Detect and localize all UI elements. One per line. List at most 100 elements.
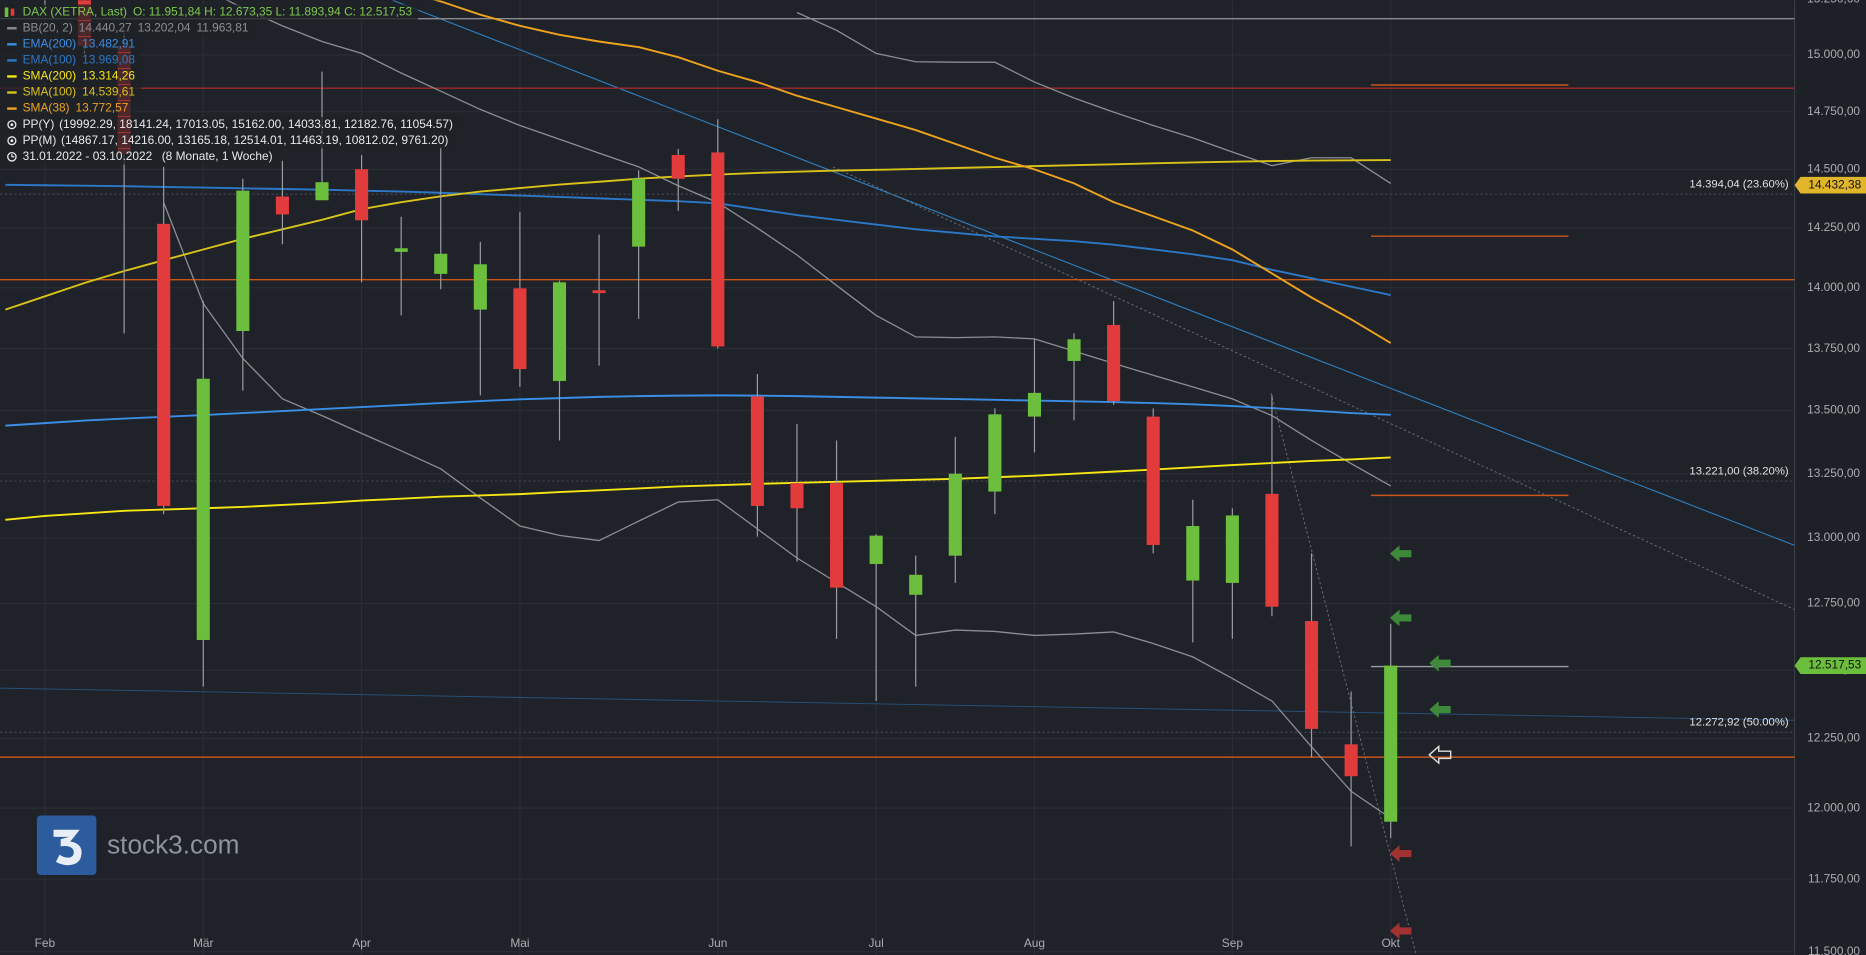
candle-body — [1225, 515, 1239, 583]
legend-value: 13.969,08 — [82, 53, 135, 67]
y-tick-label: 12.000,00 — [1807, 800, 1860, 814]
legend-icon — [10, 123, 14, 127]
candle-body — [592, 290, 606, 294]
candle-body — [236, 190, 250, 332]
candle-body — [1107, 324, 1121, 402]
legend-value: 14.539,61 — [82, 85, 135, 99]
y-tick-label: 13.000,00 — [1807, 530, 1860, 544]
legend-row-bg — [0, 100, 135, 117]
legend-label: EMA(100) — [23, 53, 77, 67]
signal-arrow — [1389, 545, 1412, 562]
signal-arrow — [1429, 654, 1451, 672]
legend-row-bg — [0, 4, 419, 20]
legend-icon — [7, 120, 17, 130]
range-label: 31.01.2022 - 03.10.2022 — [23, 149, 153, 163]
x-tick-label: Jun — [708, 936, 727, 950]
legend-row-bg — [0, 52, 141, 69]
candle-body — [948, 473, 962, 556]
candle-body — [552, 282, 567, 381]
legend-icon — [4, 7, 9, 17]
candle-body — [869, 535, 883, 565]
legend-row-bg — [0, 36, 141, 53]
price-tag — [1794, 176, 1866, 194]
candle-body — [473, 264, 487, 310]
signal-arrow — [1428, 744, 1452, 765]
signal-arrow — [1389, 609, 1412, 627]
candle-body — [394, 248, 408, 252]
y-tick-label: 11.500,00 — [1808, 944, 1860, 955]
y-tick-label: 13.250,00 — [1807, 466, 1860, 480]
legend-label: EMA(200) — [23, 36, 77, 50]
indicator-line — [433, 0, 1392, 344]
grid — [0, 0, 1795, 955]
pivot-values: (14867.17, 14216.00, 13165.18, 12514.01,… — [61, 133, 448, 147]
fib-label: 13.221,00 (38.20%) — [1689, 466, 1788, 478]
x-tick-label: Mär — [193, 936, 214, 950]
candle-body — [434, 253, 448, 274]
legend-row-bg — [0, 20, 255, 36]
legend-value: 13.314,26 — [82, 69, 135, 83]
candle-body — [1265, 493, 1279, 607]
legend-row-bg — [0, 84, 141, 101]
legend-label: SMA(100) — [23, 85, 77, 99]
candle-body — [1067, 339, 1081, 361]
candle-body — [711, 152, 725, 347]
legend-icon — [10, 139, 14, 143]
candle-body — [196, 378, 210, 640]
candle-body — [790, 483, 804, 509]
signal-arrow — [1389, 922, 1412, 940]
signal-arrow — [1429, 701, 1451, 718]
price-tag-label: 14.432,38 — [1808, 177, 1861, 191]
candle-body — [157, 223, 171, 506]
candle-body — [632, 178, 646, 247]
indicator-line — [5, 159, 1391, 311]
candle-body — [1384, 665, 1398, 822]
trend-line — [832, 166, 1795, 611]
logo-glyph — [53, 829, 82, 866]
candle-body — [315, 182, 329, 201]
price-tag — [1794, 657, 1866, 674]
signal-arrow — [1389, 845, 1412, 862]
legend-label: BB(20, 2) — [23, 20, 73, 34]
indicator-line — [5, 394, 1391, 427]
y-tick-label: 14.750,00 — [1807, 104, 1860, 118]
legend-icon — [10, 8, 15, 16]
candle-body — [671, 154, 685, 179]
indicator-line — [5, 183, 1391, 297]
x-tick-label: Mai — [510, 936, 529, 950]
x-tick-label: Jul — [869, 936, 884, 950]
legend-label: SMA(200) — [23, 69, 77, 83]
fib-label: 12.272,92 (50.00%) — [1689, 717, 1788, 729]
candle-body — [830, 483, 844, 588]
chart-title: DAX (XETRA, Last) — [23, 4, 127, 18]
candle-body — [1146, 416, 1160, 545]
candle-body — [909, 574, 923, 595]
legend-icon — [7, 151, 17, 162]
legend-value: 13.482,91 — [82, 36, 135, 50]
legend-icon — [11, 154, 15, 158]
pivot-values: (19992.29, 18141.24, 17013.05, 15162.00,… — [59, 117, 453, 131]
trend-line — [1270, 392, 1417, 955]
legend-icon — [7, 136, 17, 146]
legend-row-bg — [0, 132, 455, 149]
candle-body — [1304, 621, 1319, 729]
trend-line — [0, 687, 1795, 721]
y-tick-label: 15.250,00 — [1807, 0, 1860, 5]
y-tick-label: 14.500,00 — [1807, 162, 1860, 176]
legend-value: 11.963,81 — [197, 20, 249, 34]
watermark-text: stock3.com — [107, 829, 239, 859]
x-tick-label: Sep — [1222, 936, 1244, 950]
ohlc-label: O: 11.951,84 H: 12.673,35 L: 11.893,94 C… — [133, 4, 413, 18]
legend-value: 14.440,27 — [79, 20, 132, 34]
candle-body — [1344, 744, 1358, 777]
legend: DAX (XETRA, Last) O: 11.951,84 H: 12.673,… — [0, 4, 459, 165]
y-tick-label: 12.250,00 — [1807, 731, 1860, 745]
x-tick-label: Apr — [352, 936, 371, 950]
plot-area — [0, 0, 1795, 955]
legend-label: SMA(38) — [23, 101, 70, 115]
price-tag-label: 12.517,53 — [1808, 658, 1861, 672]
candle-body — [1186, 526, 1200, 581]
legend-row-bg — [0, 68, 141, 85]
